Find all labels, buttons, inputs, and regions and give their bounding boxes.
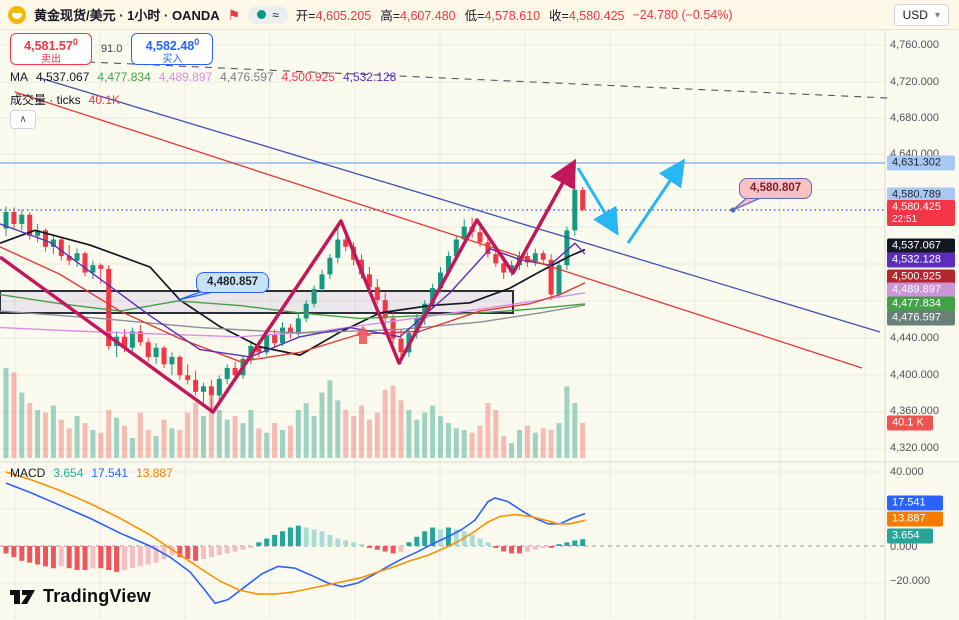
axis-tick: 4,720.000 <box>890 76 939 88</box>
currency-label: USD <box>902 8 928 22</box>
macd-value: 3.654 <box>53 466 84 480</box>
volume-legend[interactable]: 成交量 · ticks 40.1K <box>10 91 120 108</box>
currency-selector[interactable]: USD ▾ <box>893 4 949 26</box>
spread-value: 91.0 <box>101 43 123 55</box>
axis-tick: 4,760.000 <box>890 39 939 51</box>
macd-value: 13.887 <box>136 466 173 480</box>
ma-value: 4,537.067 <box>36 70 90 84</box>
price-change: −24.780 (−0.54%) <box>632 7 733 22</box>
buy-signal-arrow-icon <box>355 326 371 344</box>
tradingview-logo[interactable]: TradingView <box>10 586 151 607</box>
price-badge: 40.1 K <box>887 415 933 431</box>
sell-label: 卖出 <box>41 54 61 66</box>
volume-legend-value: 40.1K <box>88 92 121 107</box>
ohlc-item: 收=4,580.425 <box>549 9 625 23</box>
price-callout[interactable]: 4,480.857 <box>196 272 270 293</box>
chevron-up-icon: ∧ <box>19 114 27 125</box>
price-badge: 3.654 <box>887 528 933 544</box>
ohlc-item: 高=4,607.480 <box>380 9 456 23</box>
price-badge: 4,631.302 <box>887 155 955 171</box>
symbol-logo-icon <box>8 5 26 24</box>
pane-separators <box>0 30 959 620</box>
price-badge: 4,580.425 22:51 <box>887 200 955 226</box>
ma-value: 4,532.128 <box>342 70 397 84</box>
axis-tick: 4,360.000 <box>890 405 939 417</box>
axis-tick: 4,320.000 <box>890 442 939 454</box>
buy-label: 买入 <box>162 54 183 66</box>
axis-tick: 4,680.000 <box>890 112 939 124</box>
symbol-toolbar: 黄金现货/美元 · 1小时 · OANDA ⚑ ≈ 开=4,605.205 高=4… <box>0 0 959 30</box>
market-status-pill[interactable]: ≈ <box>248 5 288 24</box>
trade-buttons: 4,581.570 卖出 91.0 4,582.480 买入 <box>10 33 214 66</box>
collapse-legend-button[interactable]: ∧ <box>10 110 36 129</box>
price-badge: 17.541 <box>887 495 943 511</box>
flag-icon[interactable]: ⚑ <box>227 6 241 23</box>
ma-value: 4,477.834 <box>97 70 151 84</box>
macd-value: 17.541 <box>91 466 129 480</box>
ohlc-readout: 开=4,605.205 高=4,607.480 低=4,578.610 收=4,580… <box>296 5 625 24</box>
axis-tick: −20.000 <box>890 575 931 587</box>
ohlc-item: 开=4,605.205 <box>295 9 372 23</box>
price-badge: 4,477.834 <box>887 296 955 312</box>
tradingview-logo-text: TradingView <box>43 586 151 606</box>
axis-tick: 40.000 <box>890 466 924 478</box>
ma-value: 4,500.925 <box>281 70 335 84</box>
volume-bars <box>3 368 586 458</box>
price-badge: 13.887 <box>887 511 943 527</box>
buy-button[interactable]: 4,582.480 买入 <box>131 33 214 66</box>
trend-lines[interactable] <box>14 61 889 369</box>
horizontal-price-lines[interactable] <box>0 162 885 211</box>
axis-tick: 4,440.000 <box>890 332 939 344</box>
ma-value: 4,489.897 <box>158 70 213 84</box>
price-badge: 4,500.925 <box>887 269 955 285</box>
sell-button[interactable]: 4,581.570 卖出 <box>10 33 92 65</box>
macd-legend-label: MACD <box>10 466 46 480</box>
chevron-down-icon: ▾ <box>934 9 940 21</box>
price-badge: 4,580.789 <box>887 187 955 203</box>
ma-legend-values: 4,537.067 4,477.834 4,489.897 4,476.597 4,50… <box>36 70 396 84</box>
ohlc-item: 低=4,578.610 <box>464 9 541 23</box>
ma-legend[interactable]: MA 4,537.067 4,477.834 4,489.897 4,476.597 4… <box>10 70 396 84</box>
price-axis[interactable]: 4,760.000 4,720.000 4,680.000 4,640.000 4,44… <box>886 0 959 620</box>
price-badge: 4,537.067 <box>887 238 955 254</box>
ma-legend-label: MA <box>10 70 28 84</box>
zigzag-drawing[interactable] <box>0 158 577 414</box>
symbol-title[interactable]: 黄金现货/美元 · 1小时 · OANDA <box>34 8 220 23</box>
macd-pane <box>0 471 885 605</box>
price-callout[interactable]: 4,580.807 <box>739 178 813 199</box>
macd-legend-values: 3.654 17.541 13.887 <box>53 466 172 480</box>
volume-legend-label: 成交量 · ticks <box>10 93 81 107</box>
market-open-dot-icon <box>257 10 267 19</box>
price-badge: 4,476.597 <box>887 310 955 326</box>
axis-tick: 0.000 <box>890 541 918 553</box>
ma-value: 4,476.597 <box>220 70 274 84</box>
axis-tick: 4,400.000 <box>890 369 939 381</box>
macd-legend[interactable]: MACD 3.654 17.541 13.887 <box>10 466 173 480</box>
projection-arrows[interactable] <box>576 158 686 244</box>
price-badge: 4,489.897 <box>887 282 955 298</box>
approx-icon: ≈ <box>272 7 279 22</box>
price-badge: 4,532.128 <box>887 252 955 268</box>
tradingview-logo-icon <box>10 589 35 604</box>
